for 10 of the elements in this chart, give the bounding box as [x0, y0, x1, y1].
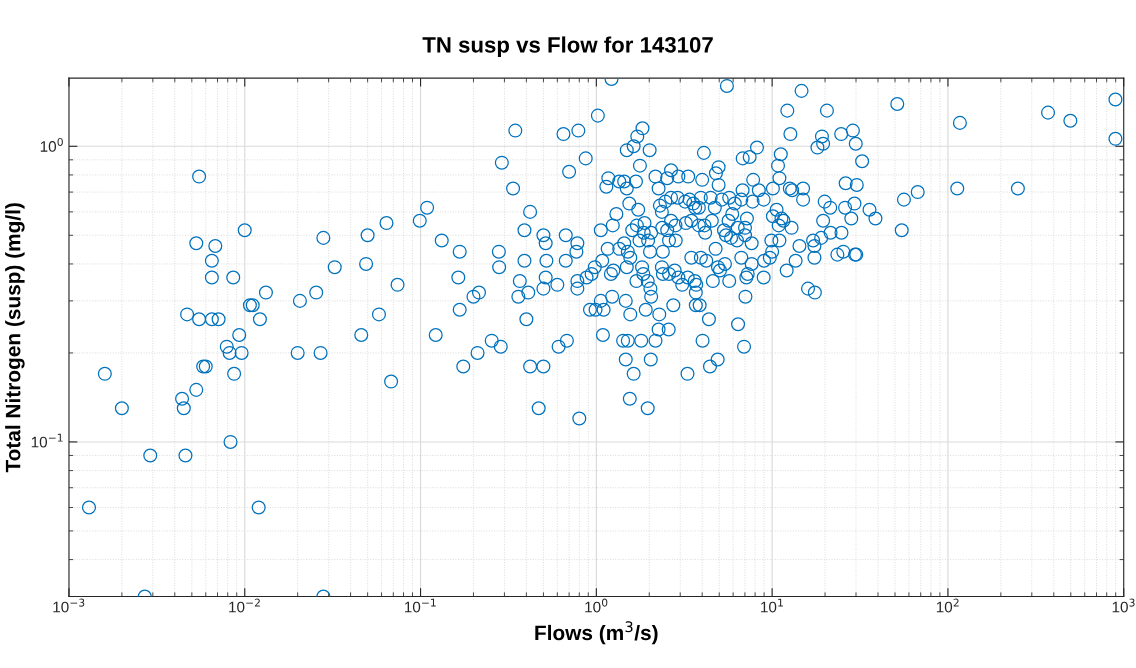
- chart-title: TN susp vs Flow for 143107: [422, 36, 713, 58]
- x-axis-title: Flows (m$^{3}$/s): [535, 621, 658, 645]
- x-tick-label: 10$^{3}$: [1112, 598, 1135, 613]
- x-tick-label: 10$^{2}$: [936, 598, 959, 613]
- y-axis-title: Total Nitrogen (susp) (mg/l): [5, 203, 25, 473]
- x-tick-label: 10$^{−2}$: [229, 598, 260, 613]
- x-tick-label: 10$^{−1}$: [404, 598, 436, 613]
- x-tick-label: 10$^{0}$: [585, 598, 608, 613]
- x-tick-label: 10$^{1}$: [761, 598, 783, 613]
- x-tick-label: 10$^{−3}$: [53, 598, 85, 613]
